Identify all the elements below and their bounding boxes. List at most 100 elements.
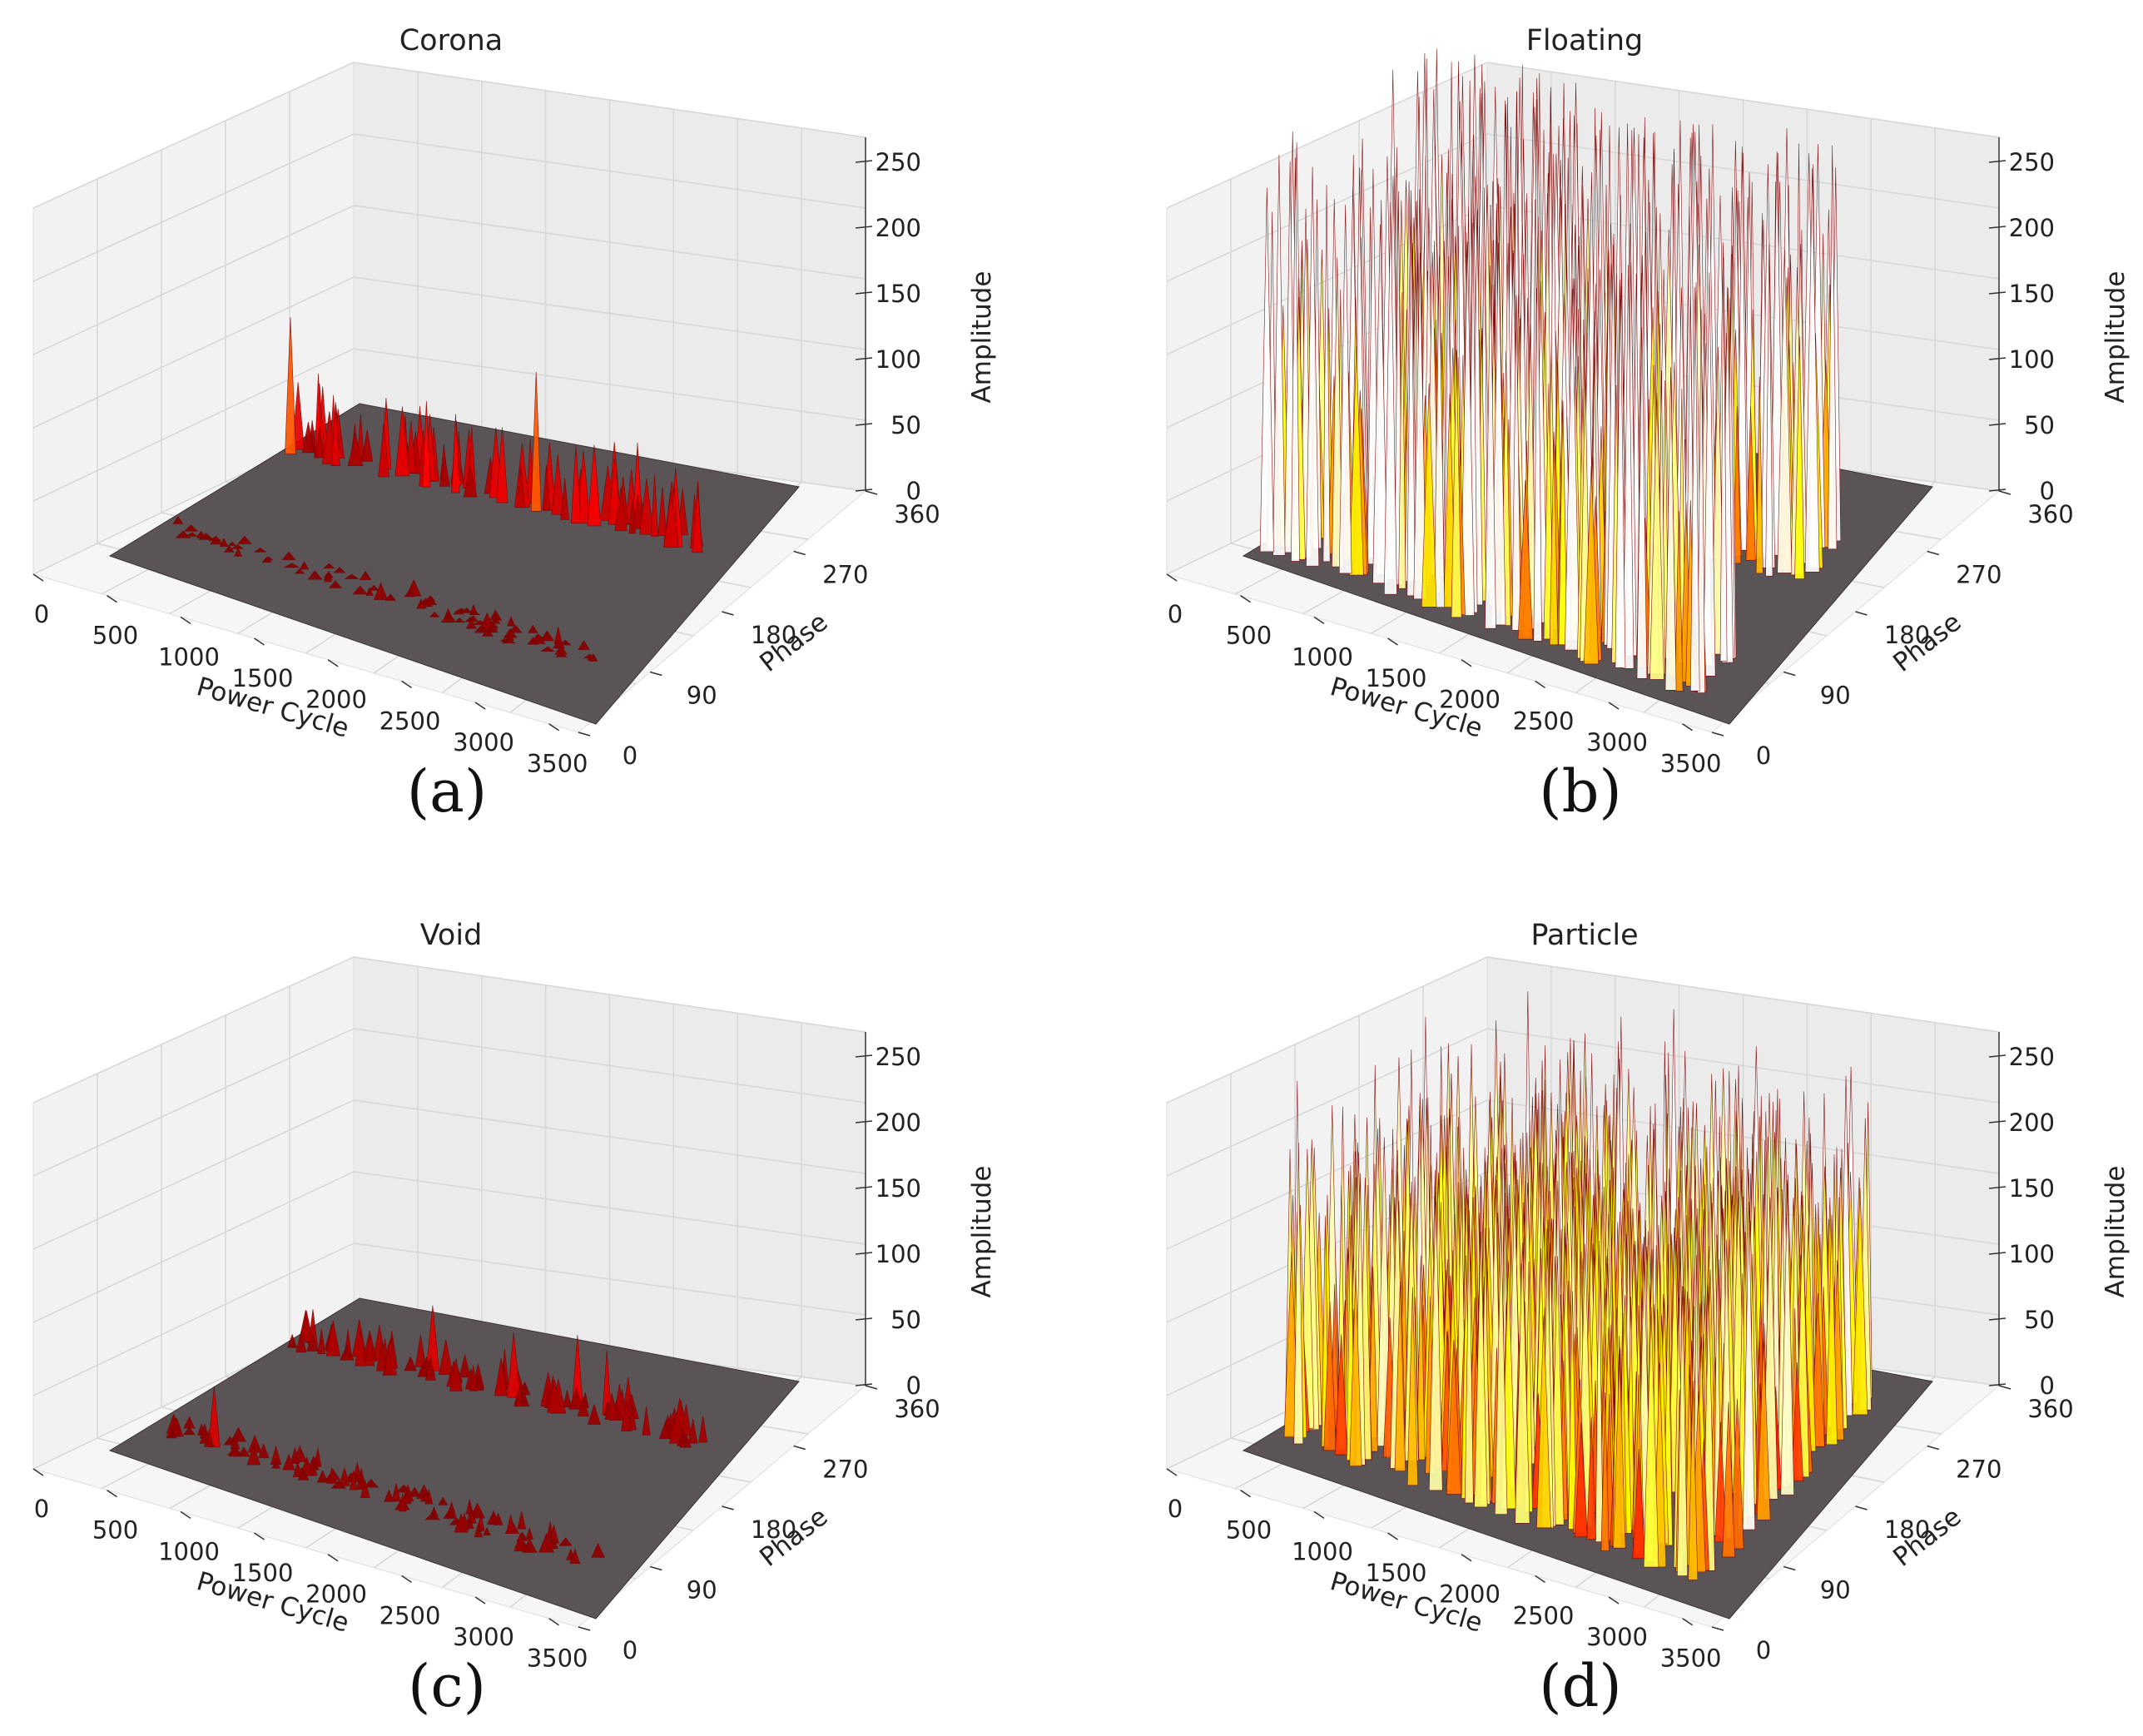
z-tick [1988, 1383, 2007, 1386]
surface-spike [344, 573, 360, 579]
surface-spike [1615, 279, 1626, 668]
surface-spike [1334, 1334, 1348, 1456]
z-tick [855, 1054, 873, 1058]
grid-line [32, 1028, 355, 1177]
x-tick-label: 2000 [1439, 1580, 1501, 1609]
z-tick [855, 357, 873, 360]
surface-spike [391, 1483, 401, 1502]
z-tick-label: 0 [906, 1371, 921, 1400]
surface-spike [359, 570, 372, 580]
panel-label: (b) [1539, 757, 1621, 826]
surface-spike [483, 1527, 491, 1535]
surface-spike [1632, 1448, 1646, 1560]
y-tick [1783, 671, 1796, 677]
surface-spike [405, 420, 417, 474]
x-tick [1461, 659, 1472, 667]
surface-spike [347, 433, 364, 466]
x-tick [180, 1510, 191, 1519]
y-tick [1998, 1385, 2012, 1390]
surface-spike [314, 1447, 322, 1467]
x-tick-label: 2000 [305, 686, 367, 714]
y-tick-label: 0 [623, 742, 637, 770]
x-tick [548, 723, 560, 732]
surface-spike [1664, 367, 1677, 691]
grid-line [32, 276, 355, 429]
surface-spike [551, 454, 564, 515]
surface-spike [330, 1480, 347, 1489]
y-tick-label: 270 [1956, 1456, 2002, 1484]
grid-line [32, 956, 355, 1104]
x-tick [1608, 1596, 1620, 1605]
surface-spike [299, 560, 310, 570]
y-tick [1783, 1565, 1796, 1571]
x-tick [32, 1468, 44, 1476]
x-tick-label: 3500 [527, 1644, 588, 1673]
surface-spike [1291, 157, 1300, 562]
surface-spike [204, 1429, 215, 1447]
surface-spike [604, 1392, 619, 1420]
y-tick [865, 1385, 878, 1390]
surface-floor [108, 1297, 800, 1619]
z-tick-label: 200 [876, 1109, 921, 1137]
surface-spike [253, 547, 267, 553]
surface-spike [577, 1396, 589, 1416]
surface-spike [368, 584, 379, 591]
y-tick-label: 360 [2027, 500, 2073, 528]
z-tick-label: 100 [2009, 1240, 2055, 1268]
surface-spike [326, 1467, 338, 1484]
surface-spike [314, 425, 325, 459]
surface-spike [657, 486, 667, 536]
surface-spike [542, 465, 551, 510]
x-tick [254, 637, 265, 646]
surface-spikes [1259, 48, 1842, 693]
y-tick [650, 1565, 662, 1571]
y-tick [793, 550, 806, 556]
surface-spike [1394, 1282, 1406, 1471]
grid-line [1166, 62, 1488, 209]
surface-spike [183, 1426, 196, 1436]
surface-spike [1722, 1401, 1735, 1558]
surface-spike [261, 556, 272, 563]
x-tick [1608, 702, 1620, 710]
surface-spike [465, 618, 477, 629]
surface-spike [513, 1386, 525, 1407]
y-tick [722, 1505, 734, 1510]
surface-spike [229, 1444, 240, 1457]
surface-spike [330, 402, 340, 466]
x-tick [1166, 1468, 1178, 1476]
grid-line [1166, 956, 1488, 1104]
surface-spike [378, 423, 389, 478]
surface-spike [588, 1403, 601, 1425]
x-tick [1682, 723, 1694, 732]
z-tick-label: 50 [2024, 1306, 2055, 1334]
surface-spike [530, 371, 542, 512]
grid-line [32, 133, 355, 282]
y-tick [1927, 1445, 1939, 1451]
z-tick [1988, 489, 2007, 492]
surface-spike [528, 624, 538, 633]
surface-spike [417, 1361, 430, 1377]
surface-spike [360, 1479, 370, 1498]
x-tick-label: 0 [1168, 600, 1183, 628]
x-tick-label: 500 [92, 622, 138, 650]
surface-spike [438, 1339, 454, 1375]
z-tick-label: 250 [876, 148, 921, 176]
z-tick [855, 1186, 873, 1189]
surface-spike [399, 1493, 407, 1512]
surface-spike [1558, 400, 1568, 646]
z-tick [855, 489, 873, 492]
surface-spike [183, 524, 199, 532]
surface-spike [1259, 187, 1274, 553]
surface-spike [340, 1344, 355, 1361]
surface-spike [469, 1365, 478, 1391]
z-tick-label: 200 [2009, 214, 2055, 242]
surface-spike [474, 1522, 483, 1538]
surface-spike [1730, 1398, 1744, 1550]
surface-spike [424, 1488, 434, 1505]
surface-spike [227, 541, 237, 546]
surface-spike [1306, 166, 1320, 567]
surface-spike [301, 421, 315, 454]
surface-spike [281, 551, 296, 560]
surface-spike [1465, 1213, 1474, 1504]
